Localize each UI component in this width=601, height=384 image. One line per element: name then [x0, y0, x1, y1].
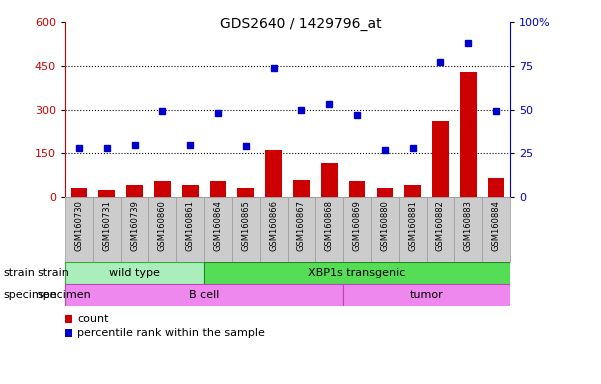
Text: GSM160861: GSM160861	[186, 200, 195, 251]
Bar	[482, 197, 510, 262]
Bar	[432, 121, 449, 197]
Text: specimen: specimen	[3, 290, 56, 300]
Text: GSM160860: GSM160860	[158, 200, 167, 251]
Bar	[427, 197, 454, 262]
Bar	[349, 181, 365, 197]
Bar	[126, 185, 143, 197]
Text: XBP1s transgenic: XBP1s transgenic	[308, 268, 406, 278]
Bar	[93, 197, 121, 262]
Bar	[176, 197, 204, 262]
Bar	[287, 197, 316, 262]
Bar	[237, 188, 254, 197]
Bar	[121, 197, 148, 262]
Text: B cell: B cell	[189, 290, 219, 300]
Bar	[343, 284, 510, 306]
Text: wild type: wild type	[109, 268, 160, 278]
Text: GSM160730: GSM160730	[75, 200, 84, 251]
Bar	[204, 262, 510, 284]
Bar	[316, 197, 343, 262]
Bar	[376, 188, 393, 197]
Bar	[321, 164, 338, 197]
Bar	[210, 181, 227, 197]
Bar	[293, 179, 310, 197]
Text: GSM160731: GSM160731	[102, 200, 111, 251]
Text: GSM160880: GSM160880	[380, 200, 389, 251]
Bar	[148, 197, 176, 262]
Text: GSM160739: GSM160739	[130, 200, 139, 251]
Bar	[404, 185, 421, 197]
Bar	[371, 197, 398, 262]
Text: strain: strain	[37, 268, 69, 278]
Bar	[65, 197, 93, 262]
Text: GSM160882: GSM160882	[436, 200, 445, 251]
Text: GSM160866: GSM160866	[269, 200, 278, 251]
Bar	[265, 150, 282, 197]
Bar	[488, 178, 504, 197]
Bar	[460, 71, 477, 197]
Text: specimen: specimen	[37, 290, 91, 300]
Bar	[65, 262, 204, 284]
Bar	[70, 188, 87, 197]
Text: GSM160869: GSM160869	[353, 200, 362, 251]
Bar	[454, 197, 482, 262]
Bar	[154, 181, 171, 197]
Text: GSM160883: GSM160883	[464, 200, 473, 251]
Text: percentile rank within the sample: percentile rank within the sample	[77, 328, 265, 338]
Bar	[232, 197, 260, 262]
Text: GSM160867: GSM160867	[297, 200, 306, 251]
Bar	[99, 190, 115, 197]
Text: GSM160881: GSM160881	[408, 200, 417, 251]
Bar	[260, 197, 287, 262]
Bar	[343, 197, 371, 262]
Text: count: count	[77, 314, 109, 324]
Text: GSM160865: GSM160865	[241, 200, 250, 251]
Text: GSM160884: GSM160884	[492, 200, 501, 251]
Bar	[204, 197, 232, 262]
Text: tumor: tumor	[410, 290, 444, 300]
Text: GDS2640 / 1429796_at: GDS2640 / 1429796_at	[220, 17, 381, 31]
Text: GSM160864: GSM160864	[213, 200, 222, 251]
Bar	[398, 197, 427, 262]
Text: strain: strain	[3, 268, 35, 278]
Bar	[182, 185, 198, 197]
Text: GSM160868: GSM160868	[325, 200, 334, 251]
Bar	[65, 284, 343, 306]
